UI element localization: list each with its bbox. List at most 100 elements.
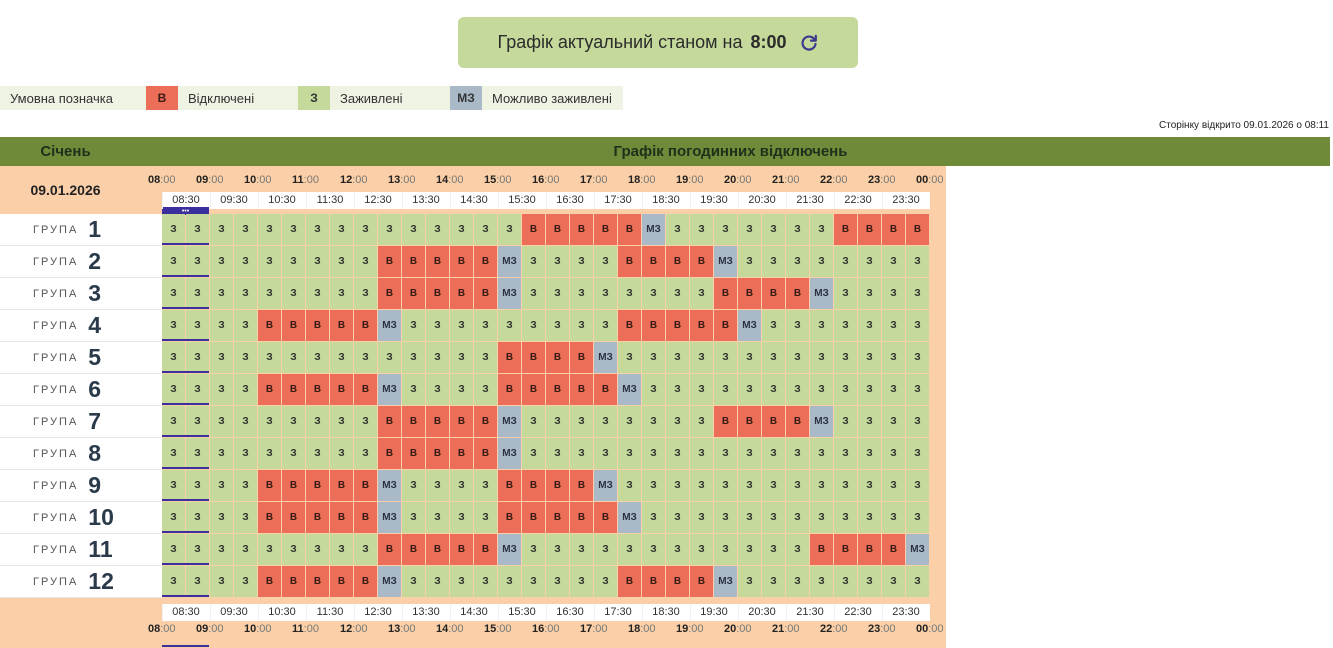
- month-label: Січень: [40, 143, 91, 160]
- schedule-cell: МЗ: [642, 214, 665, 245]
- schedule-cell: З: [306, 278, 329, 309]
- schedule-cell: З: [786, 534, 809, 565]
- schedule-cell: З: [786, 246, 809, 277]
- current-slot-underline: [162, 645, 209, 647]
- schedule-cell: З: [522, 246, 545, 277]
- schedule-cell: В: [282, 374, 305, 405]
- schedule-cell: З: [186, 438, 209, 469]
- schedule-cell: З: [786, 310, 809, 341]
- schedule-cell: З: [546, 278, 569, 309]
- schedule-cell: З: [618, 342, 641, 373]
- schedule-cell: В: [594, 502, 617, 533]
- hour-divider: [834, 192, 835, 209]
- schedule-cell: З: [906, 342, 929, 373]
- schedule-cell: З: [426, 566, 449, 597]
- hour-label: 18:00: [628, 174, 656, 186]
- hour-label: 19:00: [676, 174, 704, 186]
- schedule-cell: З: [210, 310, 233, 341]
- schedule-cell: В: [642, 246, 665, 277]
- half-hour-label: 17:30: [604, 606, 632, 618]
- schedule-cell: З: [402, 470, 425, 501]
- schedule-cell: З: [666, 342, 689, 373]
- schedule-cell: З: [402, 342, 425, 373]
- schedule-cell: З: [714, 534, 737, 565]
- group-label: ГРУПА 4: [0, 310, 162, 342]
- schedule-cell: В: [498, 374, 521, 405]
- schedule-cell: З: [882, 502, 905, 533]
- schedule-cell: З: [426, 502, 449, 533]
- schedule-cell: З: [234, 246, 257, 277]
- schedule-cell: В: [738, 406, 761, 437]
- schedule-cell: З: [834, 470, 857, 501]
- schedule-cell: З: [354, 278, 377, 309]
- schedule-cell: В: [330, 470, 353, 501]
- hour-divider: [642, 192, 643, 209]
- schedule-cell: З: [426, 374, 449, 405]
- schedule-cell: З: [762, 534, 785, 565]
- schedule-cell: З: [330, 342, 353, 373]
- schedule-cell: З: [594, 246, 617, 277]
- group-label: ГРУПА 6: [0, 374, 162, 406]
- schedule-cell: З: [210, 278, 233, 309]
- schedule-cell: З: [714, 342, 737, 373]
- schedule-cell: З: [690, 406, 713, 437]
- schedule-cell: З: [162, 214, 185, 245]
- schedule-cell: З: [810, 470, 833, 501]
- hour-label: 09:00: [196, 174, 224, 186]
- schedule-cell: З: [570, 406, 593, 437]
- hour-divider: [162, 604, 163, 621]
- schedule-cell: З: [186, 406, 209, 437]
- schedule-cell: В: [570, 342, 593, 373]
- schedule-cell: З: [738, 470, 761, 501]
- schedule-cell: В: [570, 374, 593, 405]
- schedule-cell: З: [474, 502, 497, 533]
- schedule-cell: З: [306, 214, 329, 245]
- hour-divider: [834, 604, 835, 621]
- hour-divider: [738, 192, 739, 209]
- schedule-cell: З: [210, 470, 233, 501]
- schedule-cell: З: [786, 566, 809, 597]
- hour-divider: [354, 192, 355, 209]
- schedule-cell: З: [234, 278, 257, 309]
- schedule-cell: З: [282, 214, 305, 245]
- schedule-cell: З: [162, 278, 185, 309]
- schedule-cell: З: [306, 246, 329, 277]
- schedule-cell: МЗ: [810, 278, 833, 309]
- schedule-cell: З: [498, 310, 521, 341]
- refresh-icon[interactable]: [799, 33, 819, 53]
- half-hour-label: 14:30: [460, 194, 488, 206]
- schedule-cell: МЗ: [906, 534, 929, 565]
- hour-divider: [306, 604, 307, 621]
- schedule-cell: В: [282, 502, 305, 533]
- schedule-cell: З: [858, 342, 881, 373]
- schedule-cell: З: [906, 374, 929, 405]
- schedule-cell: В: [306, 310, 329, 341]
- hour-label: 19:00: [676, 623, 704, 635]
- group-label: ГРУПА 7: [0, 406, 162, 438]
- schedule-cell: З: [762, 374, 785, 405]
- schedule-cell: В: [858, 534, 881, 565]
- schedule-cell: В: [354, 502, 377, 533]
- schedule-cell: З: [666, 470, 689, 501]
- schedule-cell: З: [282, 342, 305, 373]
- schedule-cell: З: [762, 246, 785, 277]
- schedule-cell: З: [354, 342, 377, 373]
- schedule-cell: З: [498, 566, 521, 597]
- schedule-title: Графік погодинних відключень: [613, 143, 848, 160]
- hour-divider: [354, 604, 355, 621]
- schedule-cell: З: [162, 566, 185, 597]
- schedule-cell: З: [282, 278, 305, 309]
- schedule-cell: З: [642, 502, 665, 533]
- hour-divider: [402, 604, 403, 621]
- group-number: 6: [88, 376, 102, 402]
- half-hour-label: 09:30: [220, 606, 248, 618]
- schedule-cell: В: [378, 438, 401, 469]
- schedule-cell: В: [474, 278, 497, 309]
- schedule-cell: З: [522, 278, 545, 309]
- schedule-cell: В: [306, 374, 329, 405]
- schedule-cell: В: [258, 374, 281, 405]
- schedule-cell: В: [786, 406, 809, 437]
- schedule-cell: З: [810, 342, 833, 373]
- schedule-cell: З: [666, 502, 689, 533]
- hour-label: 08:00: [148, 623, 176, 635]
